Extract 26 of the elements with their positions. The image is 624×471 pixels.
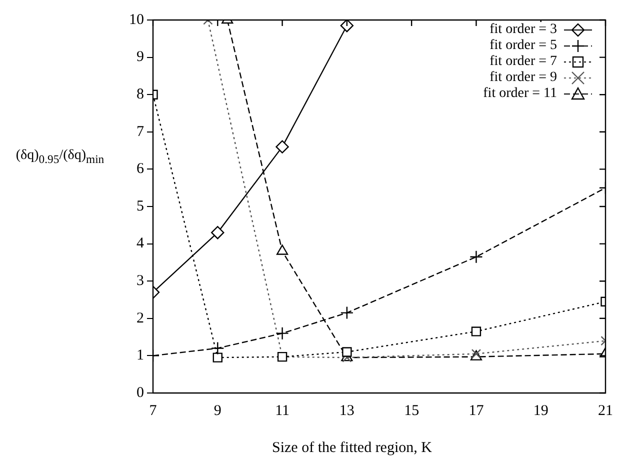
y-tick-label: 10 <box>129 12 144 28</box>
legend-label: fit order = 9 <box>490 70 557 86</box>
y-tick-label: 5 <box>136 198 144 214</box>
y-tick-label: 2 <box>136 310 144 326</box>
y-tick-label: 0 <box>136 384 144 401</box>
y-tick-label: 1 <box>136 348 144 364</box>
x-tick-label: 11 <box>275 402 290 419</box>
legend-label: fit order = 3 <box>490 22 557 38</box>
legend-label: fit order = 11 <box>483 86 557 102</box>
y-tick-label: 7 <box>136 124 144 140</box>
y-tick-label: 3 <box>136 273 144 290</box>
legend-label: fit order = 5 <box>490 38 557 54</box>
y-tick-label: 4 <box>136 236 144 252</box>
x-tick-label: 9 <box>214 402 222 419</box>
y-tick-label: 9 <box>136 49 144 66</box>
y-tick-label: 6 <box>136 161 144 178</box>
y-tick-label: 8 <box>136 86 144 103</box>
x-tick-label: 7 <box>149 402 158 419</box>
x-tick-label: 21 <box>598 402 613 419</box>
x-tick-label: 19 <box>533 402 548 419</box>
y-axis-title: (δq)$_{0.95}$/(δq)$_{min}$ <box>14 148 106 166</box>
x-tick-label: 13 <box>339 402 354 419</box>
legend-label: fit order = 7 <box>490 54 557 70</box>
x-axis-title: Size of the fitted region, K <box>271 440 433 457</box>
x-tick-label: 15 <box>404 402 420 419</box>
x-tick-label: 17 <box>468 402 484 419</box>
